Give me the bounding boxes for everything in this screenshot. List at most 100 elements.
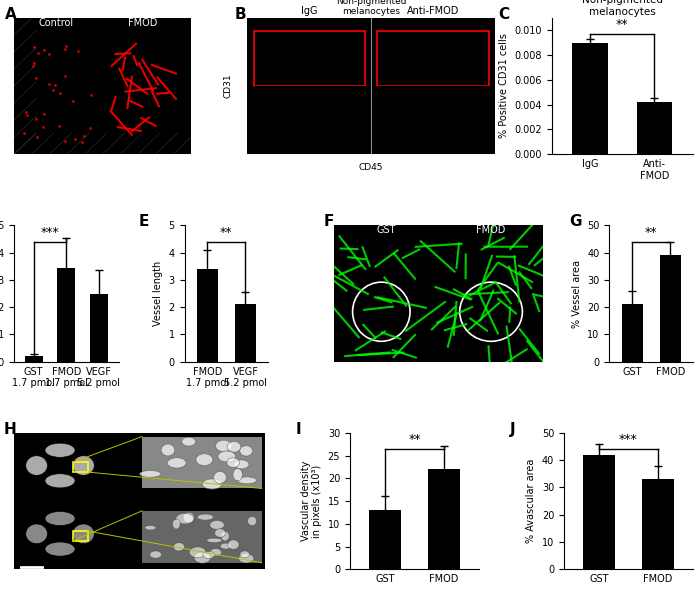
Point [256, 58, 267, 68]
Point [482, 103, 493, 112]
Point [402, 85, 413, 95]
Bar [573, 43, 608, 154]
Point [456, 52, 467, 61]
Point [253, 145, 265, 154]
Ellipse shape [196, 454, 213, 466]
Point [269, 114, 280, 123]
Point [281, 132, 292, 141]
Point [311, 136, 322, 145]
Point [251, 63, 262, 72]
Point [479, 94, 490, 104]
Point [477, 113, 489, 122]
Point [399, 93, 410, 102]
Point [328, 94, 339, 103]
Point [463, 43, 475, 52]
Point [260, 139, 271, 148]
Point [387, 83, 398, 93]
Point [284, 34, 295, 44]
Point [399, 111, 410, 120]
Ellipse shape [233, 468, 242, 481]
Ellipse shape [26, 455, 48, 476]
Point [400, 59, 412, 68]
Point [407, 97, 419, 106]
Point [420, 78, 431, 88]
Bar [142, 511, 262, 563]
Point [270, 132, 281, 141]
Point [378, 40, 389, 49]
Bar [57, 267, 75, 362]
Point [425, 46, 436, 55]
Point [342, 59, 354, 68]
Point [259, 34, 270, 43]
Point [286, 51, 297, 60]
Point [379, 101, 391, 110]
Point [393, 62, 405, 72]
Point [268, 93, 279, 103]
Ellipse shape [220, 543, 231, 549]
Point [449, 31, 461, 41]
Point [262, 106, 274, 116]
Point [416, 123, 428, 132]
Point [461, 129, 472, 138]
Ellipse shape [237, 477, 256, 484]
Ellipse shape [203, 551, 214, 559]
Point [435, 27, 446, 36]
Point [314, 122, 326, 132]
Point [389, 109, 400, 119]
Point [453, 74, 464, 84]
Point [418, 110, 429, 120]
Point [302, 30, 313, 39]
Point [350, 81, 361, 91]
Point [274, 110, 286, 119]
Point [278, 127, 289, 136]
Point [418, 118, 429, 127]
Point [343, 144, 354, 154]
Point [307, 110, 318, 119]
Point [342, 109, 354, 118]
Point [463, 76, 474, 85]
Point [415, 63, 426, 72]
Point [475, 52, 486, 62]
Point [379, 98, 390, 108]
Point [372, 42, 384, 52]
Point [467, 87, 478, 96]
Point [340, 125, 351, 134]
Point [448, 69, 459, 78]
Point [464, 66, 475, 75]
Point [374, 67, 386, 76]
Point [253, 36, 264, 46]
Point [386, 52, 397, 61]
Point [332, 126, 344, 136]
Point [456, 68, 468, 78]
Ellipse shape [206, 538, 222, 543]
Point [442, 97, 453, 106]
Point [250, 79, 261, 89]
Point [408, 68, 419, 77]
Point [340, 46, 351, 56]
Point [385, 105, 396, 114]
Point [280, 85, 291, 95]
Point [454, 96, 465, 106]
Point [429, 110, 440, 120]
Point [435, 110, 446, 120]
Text: FMOD: FMOD [0, 518, 4, 549]
Point [429, 37, 440, 47]
Point [251, 86, 262, 95]
Point [405, 74, 416, 83]
Point [419, 124, 430, 133]
Text: I: I [295, 422, 301, 437]
Point [391, 40, 402, 49]
Point [337, 68, 348, 78]
Point [340, 112, 351, 122]
Point [332, 85, 343, 95]
Text: Non-pigmented
melanocytes: Non-pigmented melanocytes [336, 0, 407, 17]
Text: Anti-FMOD: Anti-FMOD [407, 7, 459, 17]
Point [451, 137, 462, 146]
Point [435, 91, 447, 101]
Point [256, 106, 267, 115]
Point [20, 108, 32, 117]
Point [449, 76, 460, 85]
Point [258, 72, 270, 81]
Point [265, 72, 276, 82]
Ellipse shape [45, 511, 75, 525]
